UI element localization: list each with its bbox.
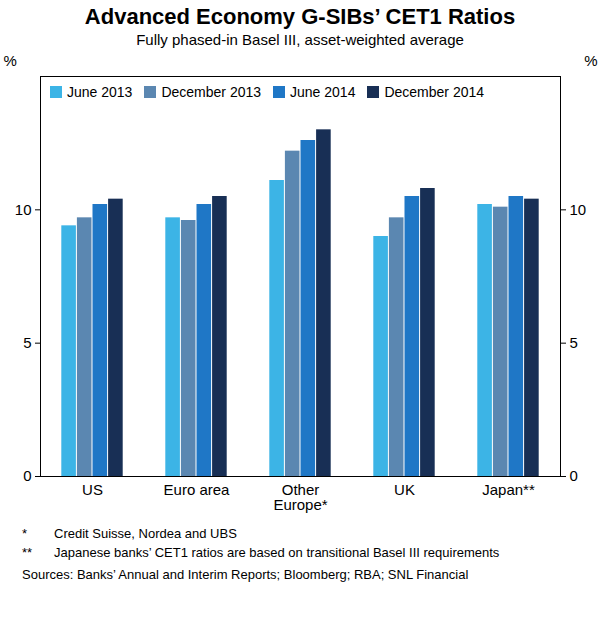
- svg-text:0: 0: [23, 467, 31, 484]
- svg-text:Japan**: Japan**: [482, 481, 535, 498]
- html-text:June 2013: June 2013: [67, 84, 133, 100]
- svg-text:OtherEurope*: OtherEurope*: [273, 481, 327, 513]
- svg-text:0: 0: [570, 467, 578, 484]
- html-text:December 2014: December 2014: [384, 84, 485, 100]
- html-text:Credit Suisse, Nordea and UBS: Credit Suisse, Nordea and UBS: [54, 526, 237, 541]
- svg-text:5: 5: [570, 334, 578, 351]
- svg-text:Euro area: Euro area: [164, 481, 231, 498]
- svg-text:5: 5: [23, 334, 31, 351]
- svg-text:10: 10: [570, 201, 587, 218]
- html-text:Advanced Economy G-SIBs’ CET1: Advanced Economy G-SIBs’ CET1 Ratios: [84, 4, 516, 29]
- svg-text:UK: UK: [394, 481, 415, 498]
- html-text:Japanese banks’ CET1 ratios ar: Japanese banks’ CET1 ratios are based on…: [54, 545, 500, 560]
- svg-text:%: %: [584, 52, 597, 69]
- svg-text:%: %: [4, 52, 17, 69]
- html-text:Fully phased-in Basel III, ass: Fully phased-in Basel III, asset-weighte…: [136, 31, 464, 48]
- svg-text:10: 10: [15, 201, 32, 218]
- html-text:December 2013: December 2013: [161, 84, 261, 100]
- html-text:Sources: Banks’ Annual and Int: Sources: Banks’ Annual and Interim Repor…: [22, 567, 469, 582]
- html-text:June 2014: June 2014: [290, 84, 356, 100]
- svg-text:US: US: [82, 481, 103, 498]
